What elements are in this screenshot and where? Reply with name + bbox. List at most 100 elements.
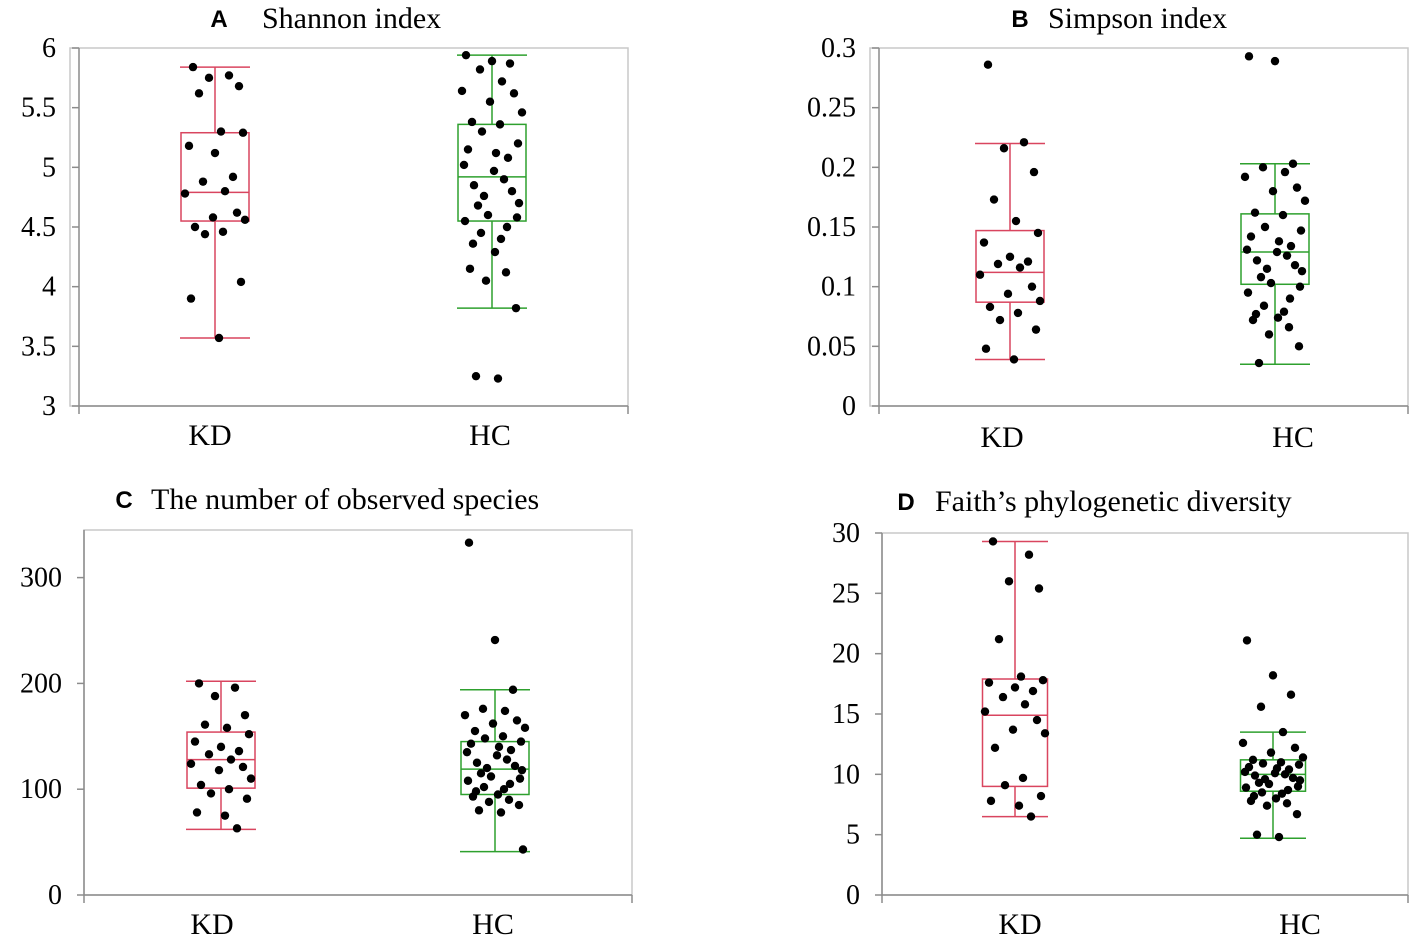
y-tick-label: 25: [832, 578, 860, 609]
data-point: [204, 73, 214, 83]
data-point: [1268, 187, 1278, 196]
y-tick-label: 0.25: [807, 93, 856, 124]
data-point: [1270, 56, 1280, 66]
data-point: [988, 537, 998, 546]
data-point: [1280, 770, 1290, 779]
data-point: [190, 737, 200, 746]
data-point: [1260, 222, 1270, 232]
box-kd: [186, 680, 256, 831]
data-point: [1254, 778, 1264, 787]
y-tick-label: 4.5: [21, 212, 56, 243]
data-point: [467, 117, 477, 127]
data-point: [476, 228, 486, 238]
data-point: [1300, 196, 1310, 205]
data-point: [220, 811, 230, 820]
y-tick-label: 20: [832, 639, 860, 670]
data-point: [460, 710, 470, 720]
y-axis: 3 3.5 4 4.5 5 5.5 6: [21, 33, 629, 422]
chart-title: The number of observed species: [151, 483, 539, 516]
data-point: [994, 634, 1004, 644]
data-point: [238, 762, 248, 772]
data-point: [1027, 282, 1037, 291]
data-point: [498, 732, 508, 741]
data-point: [194, 89, 204, 98]
box-kd: [981, 540, 1049, 818]
data-point: [1240, 767, 1250, 777]
data-point: [496, 234, 506, 244]
data-point: [220, 187, 230, 196]
data-point: [504, 795, 514, 804]
data-point: [234, 746, 244, 756]
data-point: [1258, 759, 1268, 768]
data-point: [186, 294, 196, 303]
y-tick-label: 200: [20, 668, 62, 699]
data-point: [514, 198, 524, 208]
category-label-hc: HC: [1279, 908, 1321, 941]
data-point: [517, 108, 527, 117]
data-point: [1262, 801, 1272, 810]
chart-title: Simpson index: [1048, 2, 1227, 35]
data-point: [1276, 758, 1286, 767]
y-tick-label: 15: [832, 699, 860, 730]
data-point: [234, 81, 244, 91]
data-point: [1279, 307, 1289, 316]
y-tick-label: 10: [832, 759, 860, 790]
data-point: [246, 774, 256, 783]
data-point: [1273, 313, 1283, 322]
data-point: [1035, 296, 1045, 306]
data-point: [244, 729, 254, 739]
data-point: [190, 222, 200, 232]
data-point: [1295, 282, 1305, 291]
iqr-box: [1239, 759, 1307, 792]
data-point: [1032, 715, 1042, 725]
plot-area: [975, 52, 1310, 368]
category-label-kd: KD: [980, 421, 1023, 454]
data-point: [985, 302, 995, 312]
data-point: [502, 222, 512, 232]
data-point: [1009, 355, 1019, 364]
data-point: [1028, 686, 1038, 696]
data-point: [490, 635, 500, 645]
data-point: [1286, 690, 1296, 699]
data-point: [1015, 263, 1025, 272]
panel-letter: A: [210, 6, 227, 33]
data-point: [1278, 727, 1288, 737]
data-point: [485, 97, 495, 106]
data-point: [989, 195, 999, 204]
data-point: [1292, 809, 1302, 819]
data-point: [1266, 278, 1276, 288]
y-tick-label: 5: [846, 820, 860, 851]
data-point: [214, 765, 224, 775]
data-point: [208, 213, 218, 222]
data-point: [1242, 245, 1252, 254]
data-point: [1038, 676, 1048, 685]
y-tick-label: 300: [20, 563, 62, 594]
data-point: [517, 765, 527, 775]
data-point: [484, 797, 494, 807]
data-point: [494, 742, 504, 752]
data-point: [983, 60, 993, 69]
data-point: [462, 747, 472, 757]
panel-c-observed-species: C The number of observed species 0 100 200…: [20, 483, 633, 941]
data-point: [513, 139, 523, 148]
data-point: [979, 238, 989, 247]
data-point: [216, 127, 226, 136]
plot-area: [980, 537, 1308, 842]
data-point: [1011, 216, 1021, 226]
data-point: [1029, 167, 1039, 177]
data-point: [1242, 636, 1252, 645]
data-point: [466, 739, 476, 748]
data-point: [1248, 315, 1258, 325]
data-point: [1292, 183, 1302, 192]
panel-letter: B: [1011, 6, 1028, 33]
data-point: [491, 148, 501, 158]
data-point: [1274, 237, 1284, 246]
panel-a-shannon: A Shannon index 3 3.5 4 4.5 5 5.5 6 KD HC: [21, 2, 629, 452]
data-point: [472, 758, 482, 767]
data-point: [481, 276, 491, 285]
data-point: [1243, 288, 1253, 297]
plot-area: [180, 50, 527, 383]
data-point: [461, 50, 471, 60]
data-point: [999, 144, 1009, 153]
